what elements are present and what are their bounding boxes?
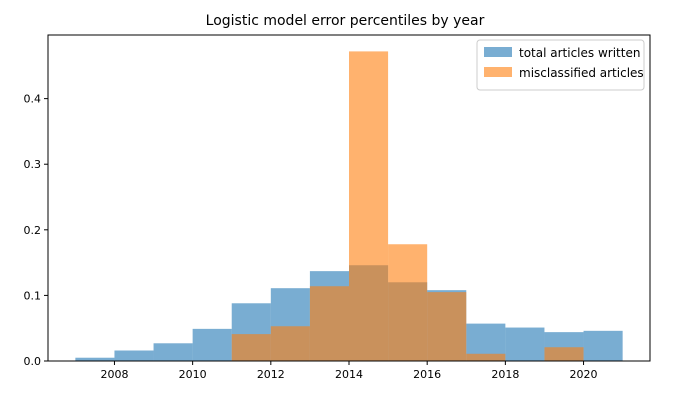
bar-series-0-bin-1 [114,350,154,361]
y-axis: 0.0 0.1 0.2 0.3 0.4 [24,93,48,368]
y-tick-label-4: 0.4 [24,93,42,106]
bar-series-0-bin-11 [505,327,545,361]
legend-swatch-0 [484,47,512,57]
bar-series-1-bin-10 [466,353,506,361]
y-tick-label-1: 0.1 [24,289,42,302]
bar-series-1-bin-4 [231,334,271,361]
bar-series-1-bin-8 [388,244,428,361]
x-tick-label-1: 2010 [179,368,207,381]
bar-series-1-bin-5 [270,326,310,361]
bar-series-1-bin-12 [544,347,584,361]
x-tick-label-4: 2016 [413,368,441,381]
bar-series-1-bin-7 [349,51,389,362]
chart-title: Logistic model error percentiles by year [206,13,485,29]
x-axis: 2008 2010 2012 2014 2016 2018 2020 [100,361,598,381]
bar-series-1-bin-6 [309,286,349,361]
y-tick-label-0: 0.0 [24,355,42,368]
legend-swatch-1 [484,67,512,77]
legend-box [476,39,645,91]
bar-series-0-bin-13 [583,330,623,361]
bars-layer [75,51,623,362]
x-tick-label-3: 2014 [335,368,363,381]
x-tick-label-0: 2008 [100,368,128,381]
y-tick-label-2: 0.2 [24,224,42,237]
bar-series-0-bin-0 [75,357,115,361]
bar-series-0-bin-3 [192,328,232,361]
legend: total articles written misclassified arti… [476,39,645,91]
legend-label-1: misclassified articles [519,66,644,80]
x-tick-label-6: 2020 [570,368,598,381]
x-tick-label-5: 2018 [491,368,519,381]
bar-series-0-bin-2 [153,343,193,361]
y-tick-label-3: 0.3 [24,158,42,171]
bar-series-1-bin-9 [427,292,467,361]
legend-label-0: total articles written [519,46,640,60]
x-tick-label-2: 2012 [257,368,285,381]
